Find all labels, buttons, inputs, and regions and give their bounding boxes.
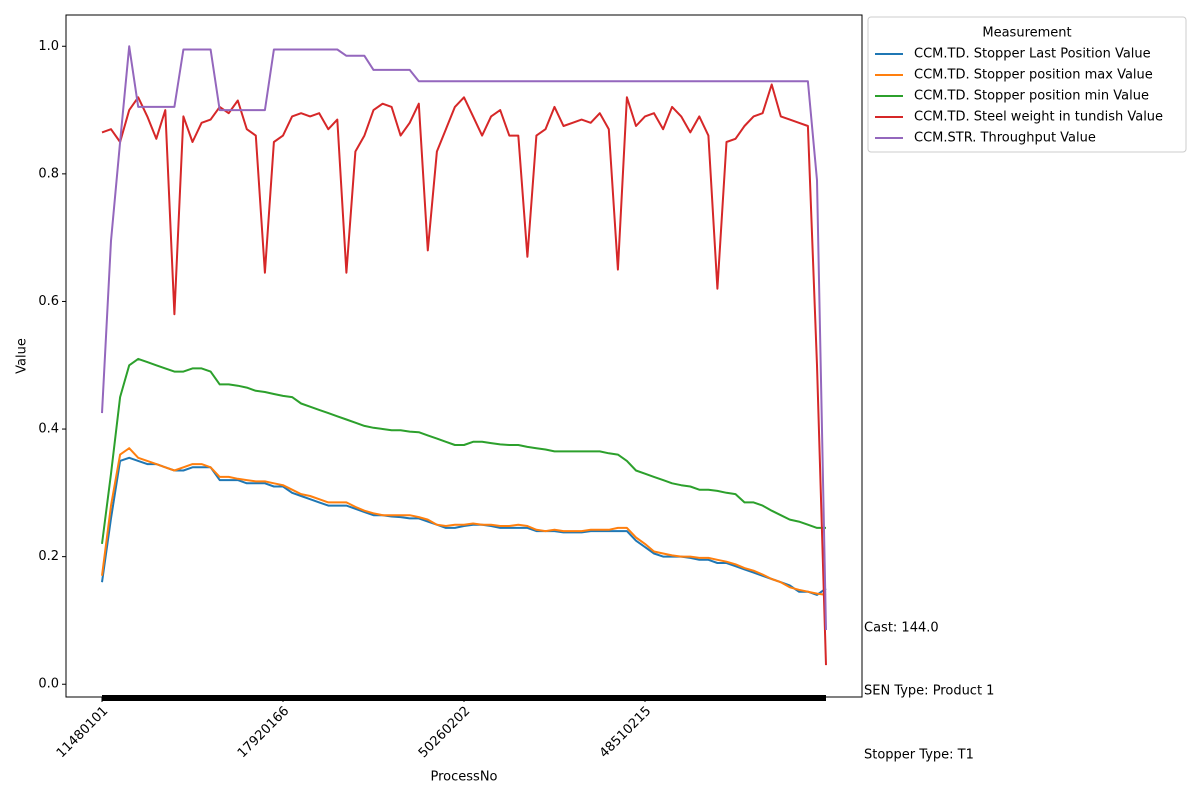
annotation: SEN Type: Product 1 (864, 684, 994, 699)
x-axis-label: ProcessNo (431, 770, 498, 785)
legend-label: CCM.TD. Stopper position max Value (914, 68, 1153, 83)
series-line (101, 456, 827, 596)
annotation: Cast: 144.0 (864, 621, 939, 636)
plot-frame (65, 14, 863, 698)
legend-label: CCM.TD. Stopper position min Value (914, 89, 1149, 104)
series-line (101, 45, 827, 631)
y-tick-label: 0.4 (38, 422, 59, 437)
series-line (101, 83, 827, 666)
legend-label: CCM.TD. Steel weight in tundish Value (914, 110, 1163, 125)
legend-title: Measurement (982, 26, 1071, 41)
y-tick-label: 0.0 (38, 677, 59, 692)
series-line (101, 357, 826, 545)
y-tick-label: 0.6 (38, 294, 59, 309)
series-line (101, 447, 827, 596)
x-tick-label: 17920166 (235, 704, 292, 761)
x-tick-label: 50260202 (416, 704, 473, 761)
y-tick-label: 1.0 (38, 39, 59, 54)
annotation: Stopper Type: T1 (864, 748, 974, 763)
y-axis-label: Value (15, 338, 30, 374)
x-tick-label: 11480101 (54, 704, 111, 761)
x-tick-label: 48510215 (597, 704, 654, 761)
y-tick-label: 0.2 (38, 549, 59, 564)
y-tick-label: 0.8 (38, 166, 59, 181)
legend-label: CCM.STR. Throughput Value (914, 131, 1096, 146)
legend-label: CCM.TD. Stopper Last Position Value (914, 47, 1151, 62)
legend-box (867, 16, 1187, 153)
